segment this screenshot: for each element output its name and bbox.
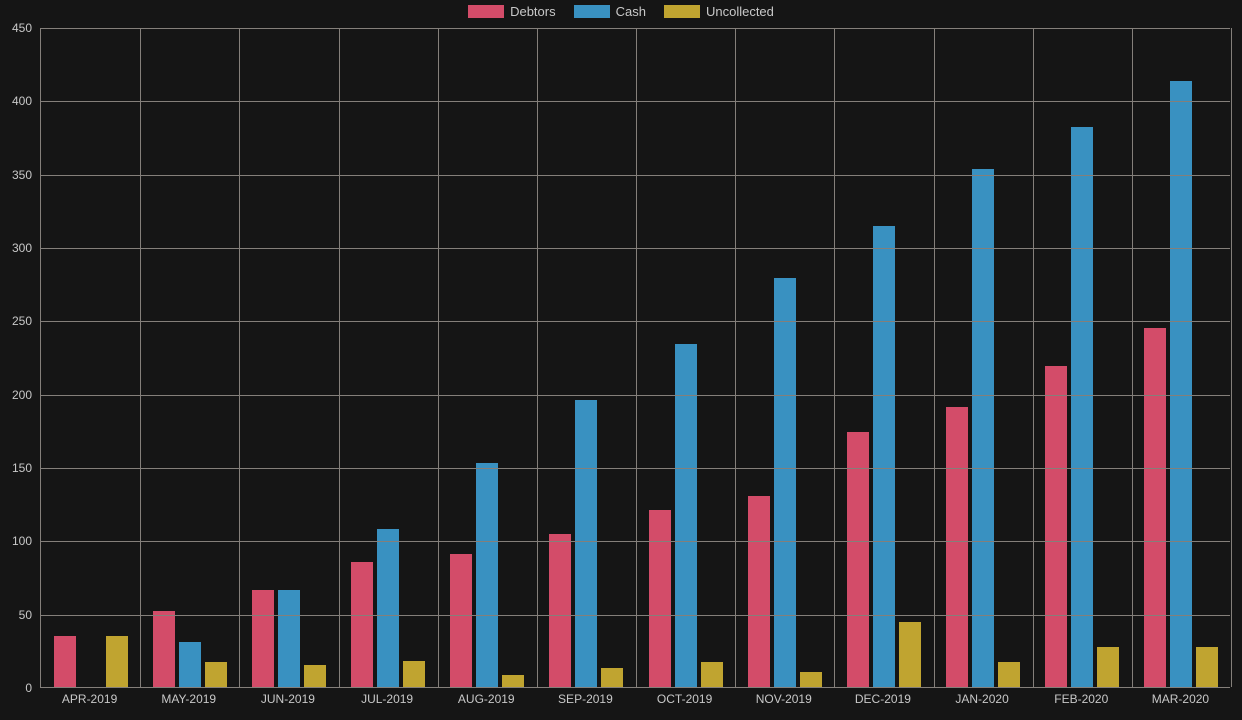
grid-line-vertical (636, 28, 637, 687)
y-axis-tick-label: 450 (0, 21, 32, 35)
bar-uncollected[interactable] (998, 662, 1020, 687)
grid-line-vertical (934, 28, 935, 687)
x-axis-tick-label: MAY-2019 (161, 692, 216, 706)
bar-cash[interactable] (972, 169, 994, 687)
x-axis-tick-label: MAR-2020 (1152, 692, 1209, 706)
y-axis-tick-label: 0 (0, 681, 32, 695)
chart-area: 050100150200250300350400450APR-2019MAY-2… (40, 28, 1230, 688)
bar-debtors[interactable] (748, 496, 770, 687)
x-axis-tick-label: OCT-2019 (657, 692, 712, 706)
grid-line-vertical (438, 28, 439, 687)
x-axis-tick-label: JAN-2020 (955, 692, 1008, 706)
legend-label: Uncollected (706, 4, 774, 19)
grid-line-vertical (1231, 28, 1232, 687)
legend-swatch (664, 5, 700, 18)
bar-cash[interactable] (278, 590, 300, 687)
bar-uncollected[interactable] (304, 665, 326, 687)
bar-uncollected[interactable] (1097, 647, 1119, 687)
legend-label: Debtors (510, 4, 556, 19)
bar-debtors[interactable] (1144, 328, 1166, 687)
bar-cash[interactable] (873, 226, 895, 687)
bar-uncollected[interactable] (1196, 647, 1218, 687)
grid-line-vertical (834, 28, 835, 687)
grid-line-vertical (239, 28, 240, 687)
grid-line-vertical (1132, 28, 1133, 687)
bar-debtors[interactable] (450, 554, 472, 687)
y-axis-tick-label: 150 (0, 461, 32, 475)
bar-cash[interactable] (476, 463, 498, 687)
bar-debtors[interactable] (153, 611, 175, 687)
bar-uncollected[interactable] (205, 662, 227, 687)
grid-line-vertical (735, 28, 736, 687)
bar-uncollected[interactable] (800, 672, 822, 687)
legend-item-uncollected[interactable]: Uncollected (664, 4, 774, 19)
x-axis-tick-label: APR-2019 (62, 692, 117, 706)
bar-debtors[interactable] (649, 510, 671, 687)
bar-cash[interactable] (377, 529, 399, 687)
x-axis-tick-label: JUN-2019 (261, 692, 315, 706)
bar-cash[interactable] (575, 400, 597, 687)
grid-line-vertical (339, 28, 340, 687)
legend-item-cash[interactable]: Cash (574, 4, 646, 19)
bar-cash[interactable] (774, 278, 796, 687)
legend-item-debtors[interactable]: Debtors (468, 4, 556, 19)
bar-uncollected[interactable] (106, 636, 128, 687)
y-axis-tick-label: 50 (0, 608, 32, 622)
bar-uncollected[interactable] (899, 622, 921, 687)
bar-uncollected[interactable] (701, 662, 723, 687)
x-axis-tick-label: JUL-2019 (361, 692, 413, 706)
grid-line-vertical (1033, 28, 1034, 687)
y-axis-tick-label: 200 (0, 388, 32, 402)
bar-cash[interactable] (1170, 81, 1192, 687)
y-axis-tick-label: 250 (0, 314, 32, 328)
bar-debtors[interactable] (946, 407, 968, 687)
x-axis-tick-label: SEP-2019 (558, 692, 613, 706)
bar-debtors[interactable] (351, 562, 373, 687)
y-axis-tick-label: 300 (0, 241, 32, 255)
bar-debtors[interactable] (252, 590, 274, 687)
bar-debtors[interactable] (549, 534, 571, 687)
y-axis-tick-label: 400 (0, 94, 32, 108)
grid-line-vertical (537, 28, 538, 687)
y-axis-tick-label: 100 (0, 534, 32, 548)
plot-region (40, 28, 1230, 688)
x-axis-tick-label: DEC-2019 (855, 692, 911, 706)
bar-cash[interactable] (1071, 127, 1093, 687)
bar-uncollected[interactable] (502, 675, 524, 687)
legend-swatch (574, 5, 610, 18)
x-axis-tick-label: FEB-2020 (1054, 692, 1108, 706)
x-axis-tick-label: NOV-2019 (756, 692, 812, 706)
y-axis-tick-label: 350 (0, 168, 32, 182)
legend-label: Cash (616, 4, 646, 19)
legend-swatch (468, 5, 504, 18)
grid-line-vertical (140, 28, 141, 687)
bar-debtors[interactable] (1045, 366, 1067, 687)
x-axis-tick-label: AUG-2019 (458, 692, 515, 706)
bar-debtors[interactable] (54, 636, 76, 687)
bar-uncollected[interactable] (601, 668, 623, 687)
chart-legend: Debtors Cash Uncollected (0, 0, 1242, 25)
bar-debtors[interactable] (847, 432, 869, 687)
bar-cash[interactable] (179, 642, 201, 687)
bar-uncollected[interactable] (403, 661, 425, 687)
